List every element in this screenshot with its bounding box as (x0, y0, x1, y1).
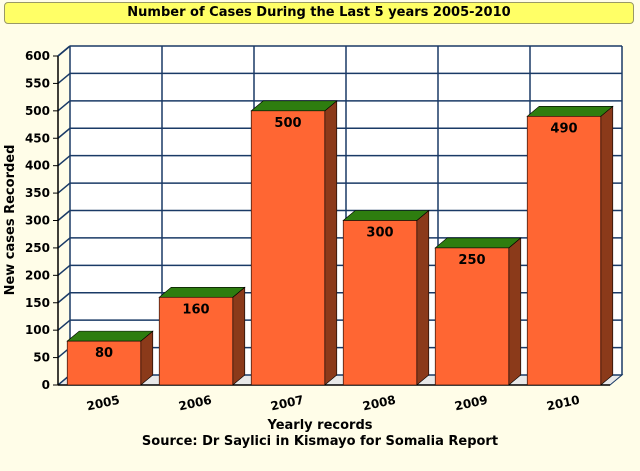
x-tick-label: 2008 (361, 393, 397, 414)
bar-data-label: 500 (274, 116, 301, 131)
y-tick-label: 100 (25, 323, 50, 337)
x-tick-label: 2010 (545, 393, 581, 414)
y-gridline-depth (57, 182, 71, 194)
y-tick-label: 300 (25, 214, 50, 228)
x-tick-label: 2007 (269, 393, 305, 414)
source-note: Source: Dr Saylici in Kismayo for Somali… (141, 434, 499, 449)
bar (158, 296, 234, 386)
y-axis-title: New cases Recorded (3, 145, 18, 296)
y-axis-depth (57, 45, 71, 57)
y-tick-label: 200 (25, 268, 50, 282)
bar-data-label: 250 (458, 253, 485, 268)
bar-top (158, 286, 246, 298)
y-gridline-depth (57, 72, 71, 84)
y-tick-label: 350 (25, 186, 50, 200)
y-gridline-depth (57, 127, 71, 139)
y-gridline-depth (57, 264, 71, 276)
y-tick-label: 600 (25, 49, 50, 63)
y-tick-label: 400 (25, 159, 50, 173)
bar-top (66, 330, 154, 342)
bar-data-label: 80 (95, 346, 113, 361)
y-gridline-depth (57, 209, 71, 222)
bar (66, 340, 142, 386)
bar-data-label: 300 (366, 226, 393, 241)
bar (526, 116, 602, 386)
y-gridline-depth (57, 319, 71, 331)
x-axis-title: Yearly records (267, 418, 373, 433)
y-gridline-depth (57, 292, 71, 304)
bar-side (324, 100, 338, 386)
bar-side (232, 286, 246, 386)
bar (342, 220, 418, 386)
y-tick-label: 0 (42, 378, 50, 392)
bars-layer (66, 100, 614, 386)
bar-top (342, 210, 430, 221)
bar-data-label: 490 (550, 121, 577, 136)
y-gridline-depth (57, 100, 71, 112)
bar-data-label: 160 (182, 302, 209, 317)
bar-side (416, 209, 430, 386)
x-tick-label: 2006 (177, 393, 213, 414)
bar-top (434, 237, 522, 249)
y-gridline-depth (57, 237, 71, 249)
y-gridline-depth (57, 155, 71, 167)
y-tick-label: 150 (25, 296, 50, 310)
bar (434, 247, 510, 386)
chart-title: Number of Cases During the Last 5 years … (4, 2, 634, 24)
y-tick-label: 250 (25, 241, 50, 255)
y-tick-label: 50 (33, 351, 50, 365)
y-tick-label: 450 (25, 131, 50, 145)
y-tick-label: 550 (25, 76, 50, 90)
x-tick-label: 2005 (85, 393, 121, 414)
bar-side (600, 105, 614, 386)
bar-top (526, 106, 614, 117)
x-tick-label: 2009 (453, 393, 489, 414)
bar-side (508, 237, 522, 386)
y-tick-label: 500 (25, 104, 50, 118)
labels-layer: 0 50 100 150 200 250 300 350 400 450 500 550 600 80 20… (25, 49, 581, 413)
bar (250, 110, 326, 386)
bar-top (250, 100, 338, 112)
